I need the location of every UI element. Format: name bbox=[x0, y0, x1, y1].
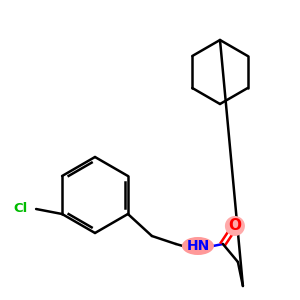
Text: O: O bbox=[228, 218, 242, 233]
Text: Cl: Cl bbox=[14, 202, 28, 214]
Text: HN: HN bbox=[186, 239, 209, 253]
Circle shape bbox=[225, 216, 245, 236]
Ellipse shape bbox=[182, 237, 214, 255]
